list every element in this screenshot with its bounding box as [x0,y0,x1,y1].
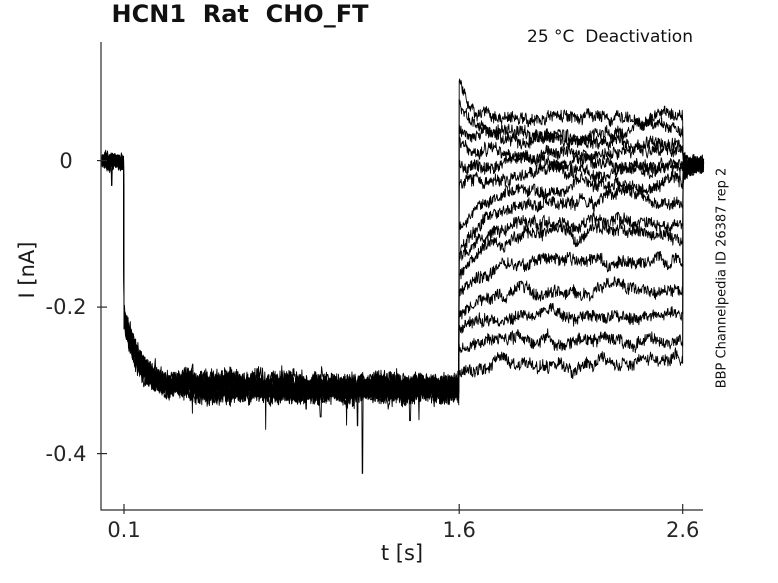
y-tick-label: 0 [59,148,73,173]
y-tick-label: -0.2 [45,295,87,320]
x-tick-label: 0.1 [107,518,141,542]
y-axis-label: I [nA] [15,241,39,299]
axis-spines [100,42,703,511]
chart-title: HCN1 Rat CHO_FT [111,0,369,28]
x-tick-label: 2.6 [665,518,700,542]
y-tick-label: -0.4 [45,441,87,466]
x-axis-label: t [s] [380,541,424,565]
channelpedia-id-label: BBP Channelpedia ID 26387 rep 2 [714,167,730,389]
x-tick-label: 1.6 [442,518,476,542]
temperature-protocol-label: 25 °C Deactivation [527,27,693,47]
